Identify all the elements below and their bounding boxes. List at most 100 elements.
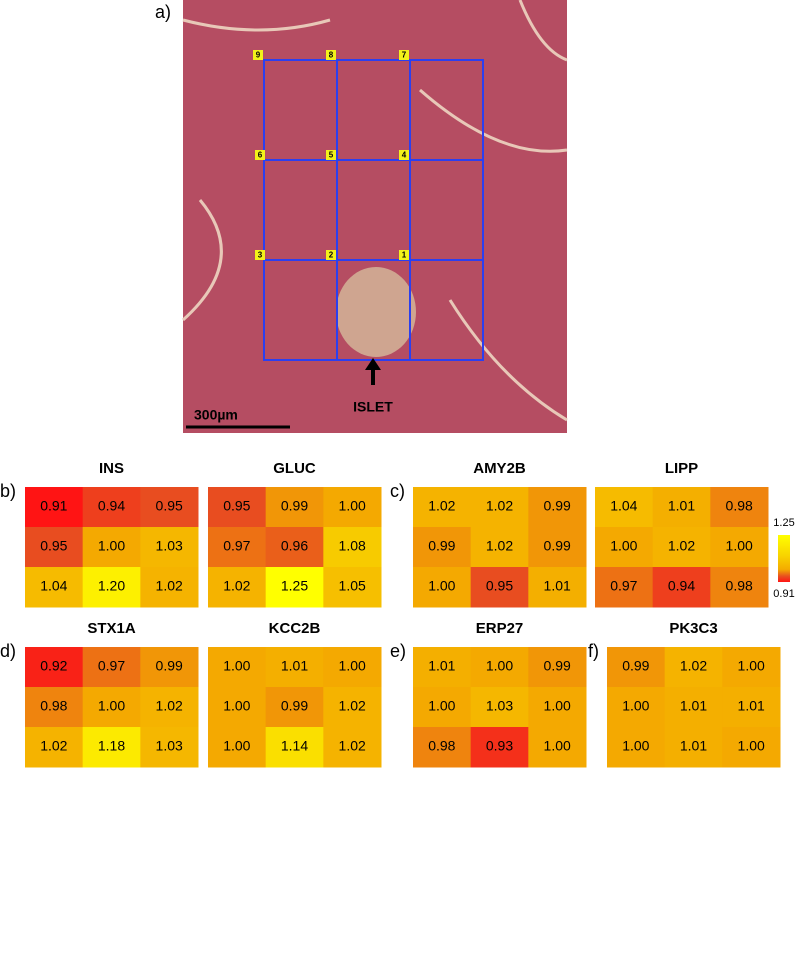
cell-label: 1.00 [98, 538, 125, 554]
heatmap-title: ERP27 [476, 620, 524, 637]
heatmap-cell [413, 687, 472, 728]
heatmap-cell [595, 527, 654, 568]
heatmap-cell [413, 647, 472, 688]
cell-label: 0.98 [726, 498, 753, 514]
panel-label: e) [390, 641, 406, 661]
grid-label: 1 [402, 251, 407, 260]
heatmap-title: PK3C3 [669, 620, 717, 637]
heatmap-cell [528, 647, 587, 688]
heatmap-cell [25, 727, 84, 768]
heatmap-cell [140, 687, 199, 728]
cell-label: 1.01 [428, 658, 455, 674]
heatmap-cell [710, 487, 769, 528]
cell-label: 0.99 [544, 538, 571, 554]
cell-label: 1.00 [339, 498, 366, 514]
heatmap-cell [607, 687, 666, 728]
panel-label: d) [0, 641, 16, 661]
grid-label-box [326, 250, 336, 260]
cell-label: 1.00 [622, 738, 649, 754]
cell-label: 1.00 [223, 658, 250, 674]
cell-label: 0.99 [622, 658, 649, 674]
heatmap-cell [82, 687, 141, 728]
grid-label: 6 [258, 151, 263, 160]
heatmap-cell [528, 527, 587, 568]
cell-label: 1.08 [339, 538, 366, 554]
cell-label: 0.97 [610, 578, 637, 594]
heatmap-cell [323, 527, 382, 568]
grid-labels: 9 8 7 6 5 4 3 2 1 [253, 50, 409, 260]
heatmap-cell [528, 487, 587, 528]
cell-label: 1.02 [156, 698, 183, 714]
heatmap-cell [470, 727, 529, 768]
grid-label-box [326, 150, 336, 160]
cell-label: 0.91 [40, 498, 67, 514]
islet-region [336, 267, 416, 357]
cell-label: 0.98 [726, 578, 753, 594]
heatmap-cell [323, 687, 382, 728]
grid-label-box [255, 250, 265, 260]
heatmap-cell [470, 687, 529, 728]
cell-label: 0.99 [156, 658, 183, 674]
tissue-image: 9 8 7 6 5 4 3 2 1 ISLET 300µm [181, 0, 568, 433]
heatmap-cell [413, 487, 472, 528]
heatmap-cell [710, 567, 769, 608]
cell-label: 1.01 [680, 738, 707, 754]
cell-label: 0.94 [668, 578, 695, 594]
heatmap-cell [140, 487, 199, 528]
heatmap-cell [208, 527, 267, 568]
grid-label-box [399, 50, 409, 60]
cell-label: 0.95 [156, 498, 183, 514]
heatmap-cell [323, 727, 382, 768]
cell-label: 1.03 [486, 698, 513, 714]
cell-label: 1.05 [339, 578, 366, 594]
heatmap-cell [25, 687, 84, 728]
heatmap-cell [208, 687, 267, 728]
colorbar-tick-label: 1.25 [773, 517, 794, 529]
panel-label: c) [390, 481, 405, 501]
heatmap-cell [652, 567, 711, 608]
heatmap-cell [265, 567, 324, 608]
cell-label: 1.00 [223, 738, 250, 754]
cell-label: 0.97 [98, 658, 125, 674]
cell-label: 1.00 [622, 698, 649, 714]
heatmap-cell [140, 727, 199, 768]
heatmap-cell [528, 727, 587, 768]
grid-label-box [253, 50, 263, 60]
heatmap-title: GLUC [273, 460, 316, 477]
cell-label: 1.02 [339, 698, 366, 714]
heatmap-cell [664, 687, 723, 728]
heatmap-cell [664, 727, 723, 768]
cell-label: 0.99 [281, 498, 308, 514]
cell-label: 1.02 [339, 738, 366, 754]
heatmap-cell [265, 727, 324, 768]
heatmap-cell [82, 527, 141, 568]
heatmap-cell [208, 727, 267, 768]
heatmap-cell [413, 567, 472, 608]
cell-label: 1.01 [281, 658, 308, 674]
cell-label: 1.02 [668, 538, 695, 554]
heatmap-cell [528, 687, 587, 728]
heatmap-cell [323, 647, 382, 688]
islet-annotation: ISLET [353, 399, 393, 415]
cell-label: 1.25 [281, 578, 308, 594]
heatmap-cell [607, 727, 666, 768]
cell-label: 1.00 [544, 698, 571, 714]
heatmap-cell [470, 567, 529, 608]
cell-label: 0.98 [40, 698, 67, 714]
cell-label: 1.00 [738, 738, 765, 754]
cell-label: 0.99 [281, 698, 308, 714]
cell-label: 1.04 [40, 578, 67, 594]
cell-label: 1.00 [726, 538, 753, 554]
heatmap-cell [82, 647, 141, 688]
panel-label: b) [0, 481, 16, 501]
heatmap-cell [413, 527, 472, 568]
heatmap-cell [528, 567, 587, 608]
cell-label: 0.99 [428, 538, 455, 554]
heatmap-cell [470, 527, 529, 568]
grid-label: 4 [402, 151, 407, 160]
heatmap-cell [664, 647, 723, 688]
grid-label-box [255, 150, 265, 160]
cell-label: 1.18 [98, 738, 125, 754]
cell-label: 0.92 [40, 658, 67, 674]
